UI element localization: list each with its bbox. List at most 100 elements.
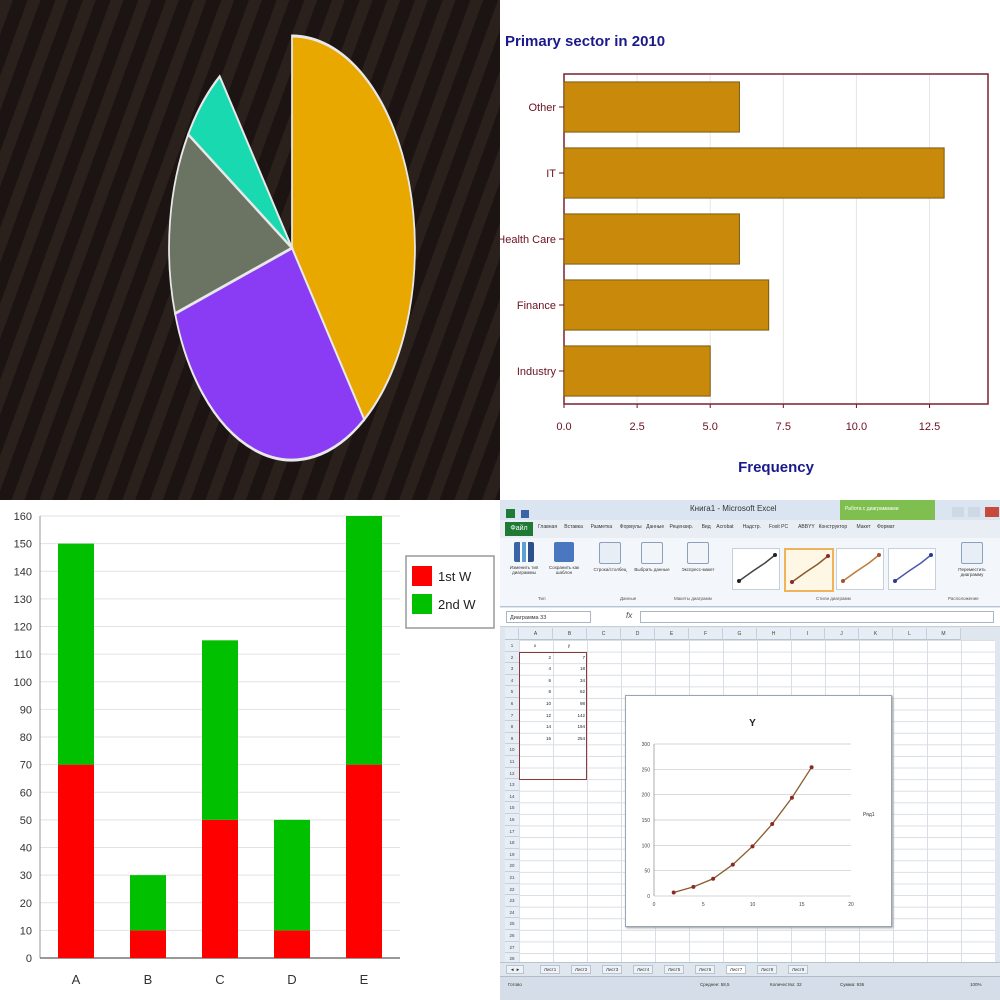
maximize-icon[interactable]: [968, 507, 981, 517]
row-header[interactable]: 2: [505, 651, 519, 664]
ribbon-tab[interactable]: Acrobat: [716, 524, 734, 530]
cell[interactable]: 18: [579, 666, 585, 672]
cell[interactable]: 12: [545, 712, 551, 718]
row-header[interactable]: 4: [505, 674, 519, 687]
chart-style-2[interactable]: [784, 548, 834, 592]
cell[interactable]: 98: [579, 701, 585, 706]
name-box[interactable]: Диаграмма 33: [506, 611, 591, 623]
cell[interactable]: 6: [548, 677, 551, 683]
column-header[interactable]: A: [519, 628, 553, 640]
row-header[interactable]: 16: [505, 814, 519, 826]
cell[interactable]: x: [533, 643, 537, 648]
row-header[interactable]: 27: [505, 941, 519, 954]
cell[interactable]: 8: [548, 689, 551, 695]
row-header[interactable]: 26: [505, 930, 519, 942]
row-header[interactable]: 17: [505, 825, 519, 838]
row-header[interactable]: 19: [505, 848, 519, 861]
close-icon[interactable]: [984, 507, 999, 517]
ribbon-tab[interactable]: Данные: [646, 524, 665, 530]
row-header[interactable]: 5: [505, 686, 519, 698]
chart-style-3[interactable]: [836, 548, 884, 590]
sheet-tab[interactable]: Лист2: [571, 965, 592, 974]
cell[interactable]: 142: [577, 712, 585, 718]
row-header[interactable]: 21: [505, 872, 519, 884]
row-header[interactable]: 24: [505, 906, 519, 919]
sheet-tab[interactable]: Лист6: [695, 965, 716, 974]
save-icon[interactable]: [521, 510, 530, 518]
save-template-button[interactable]: Сохранить как шаблон: [546, 542, 582, 575]
column-header[interactable]: C: [587, 628, 621, 640]
chart-style-1[interactable]: [732, 548, 780, 590]
switch-row-column-button[interactable]: Строка/столбец: [592, 542, 628, 572]
row-header[interactable]: 8: [505, 721, 519, 733]
row-header[interactable]: 23: [505, 895, 519, 907]
cell[interactable]: 16: [545, 735, 551, 741]
cell[interactable]: 14: [545, 724, 551, 730]
cell[interactable]: 7: [582, 654, 585, 660]
ribbon-tab[interactable]: Рецензир.: [669, 524, 694, 530]
select-all-corner[interactable]: [505, 628, 519, 640]
column-header[interactable]: K: [859, 628, 893, 640]
change-chart-type-button[interactable]: Изменить тип диаграммы: [506, 542, 542, 575]
minimize-icon[interactable]: [952, 507, 964, 517]
sheet-tab[interactable]: Лист3: [602, 965, 623, 974]
sheet-tab[interactable]: Лист5: [664, 965, 685, 974]
row-header[interactable]: 6: [505, 698, 519, 710]
cell[interactable]: 4: [548, 666, 551, 672]
ribbon-tab[interactable]: Надстр.: [742, 524, 761, 530]
ribbon-tab[interactable]: Вид: [701, 524, 711, 530]
ribbon-tab[interactable]: Foxit PC: [768, 524, 789, 530]
select-data-button[interactable]: Выбрать данные: [634, 542, 670, 572]
row-header[interactable]: 25: [505, 918, 519, 930]
row-header[interactable]: 12: [505, 767, 519, 780]
chart-style-4[interactable]: [888, 548, 936, 590]
column-header[interactable]: B: [553, 628, 587, 640]
quick-layout-button[interactable]: Экспресс-макет: [676, 542, 720, 572]
cell[interactable]: y: [567, 643, 571, 648]
row-header[interactable]: 9: [505, 732, 519, 745]
sheet-tab[interactable]: Лист9: [788, 965, 809, 974]
column-header[interactable]: I: [791, 628, 825, 640]
row-header[interactable]: 18: [505, 837, 519, 849]
column-header[interactable]: E: [655, 628, 689, 640]
fx-icon[interactable]: fx: [626, 611, 633, 620]
sheet-tab[interactable]: Лист1: [540, 965, 561, 974]
ribbon-tab[interactable]: ABBYY: [798, 524, 815, 530]
cell[interactable]: 62: [579, 689, 585, 695]
ribbon-tab[interactable]: Формат: [877, 524, 895, 530]
cell[interactable]: 10: [545, 701, 551, 706]
row-header[interactable]: 14: [505, 790, 519, 803]
file-tab[interactable]: Файл: [505, 522, 533, 536]
column-header[interactable]: H: [757, 628, 791, 640]
row-header[interactable]: 13: [505, 779, 519, 791]
row-header[interactable]: 3: [505, 663, 519, 675]
formula-input[interactable]: [640, 611, 994, 623]
column-header[interactable]: L: [893, 628, 927, 640]
column-header[interactable]: D: [621, 628, 655, 640]
cell[interactable]: 2: [548, 654, 551, 660]
row-header[interactable]: 1: [505, 640, 519, 652]
chart-tools-context-tab[interactable]: [840, 500, 935, 520]
ribbon-tab[interactable]: Вставка: [564, 524, 583, 530]
row-header[interactable]: 11: [505, 756, 519, 768]
cell[interactable]: 194: [577, 724, 585, 730]
sheet-nav-arrows[interactable]: ◄ ►: [506, 965, 525, 974]
ribbon-tab[interactable]: Макет: [856, 524, 871, 530]
zoom-level[interactable]: 100%: [970, 982, 982, 987]
sheet-tab[interactable]: Лист8: [757, 965, 778, 974]
sheet-tab[interactable]: Лист4: [633, 965, 654, 974]
ribbon-tab[interactable]: Главная: [538, 524, 558, 530]
row-header[interactable]: 15: [505, 802, 519, 814]
embedded-chart[interactable]: Y 0 50 100 150 200 250 300 0 5 10 15 20 Ряд1: [625, 695, 892, 927]
row-header[interactable]: 10: [505, 744, 519, 756]
move-chart-button[interactable]: Переместить диаграмму: [952, 542, 992, 577]
ribbon-tab[interactable]: Разметка: [590, 524, 613, 530]
row-header[interactable]: 7: [505, 709, 519, 722]
sheet-tab[interactable]: Лист7: [726, 965, 747, 974]
cell[interactable]: 254: [577, 735, 585, 741]
column-header[interactable]: F: [689, 628, 723, 640]
cell[interactable]: 34: [579, 677, 585, 683]
ribbon-tab[interactable]: Конструктор: [818, 524, 848, 530]
column-header[interactable]: M: [927, 628, 961, 640]
row-header[interactable]: 22: [505, 883, 519, 896]
